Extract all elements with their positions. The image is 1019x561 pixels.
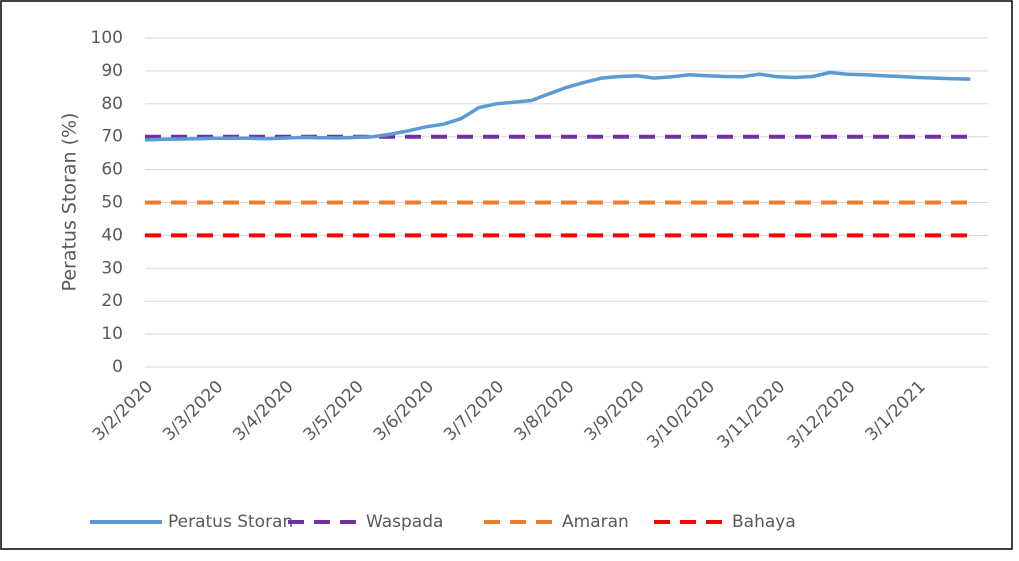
legend-label: Amaran — [562, 512, 629, 532]
legend-label: Peratus Storan — [168, 512, 293, 532]
y-tick-label: 100 — [91, 28, 123, 48]
series-line — [144, 70, 971, 142]
y-tick-label: 50 — [101, 193, 123, 213]
legend-label: Waspada — [366, 512, 443, 532]
y-tick-label: 80 — [101, 94, 123, 114]
y-tick-label: 20 — [101, 291, 123, 311]
y-tick-label: 30 — [101, 258, 123, 278]
y-axis-label: Peratus Storan (%) — [59, 113, 81, 292]
legend-label: Bahaya — [732, 512, 796, 532]
y-tick-label: 40 — [101, 225, 123, 245]
chart-border — [0, 0, 1013, 550]
y-tick-label: 0 — [112, 357, 123, 377]
y-tick-label: 70 — [101, 127, 123, 147]
y-tick-label: 60 — [101, 160, 123, 180]
y-tick-label: 90 — [101, 61, 123, 81]
y-tick-label: 10 — [101, 324, 123, 344]
